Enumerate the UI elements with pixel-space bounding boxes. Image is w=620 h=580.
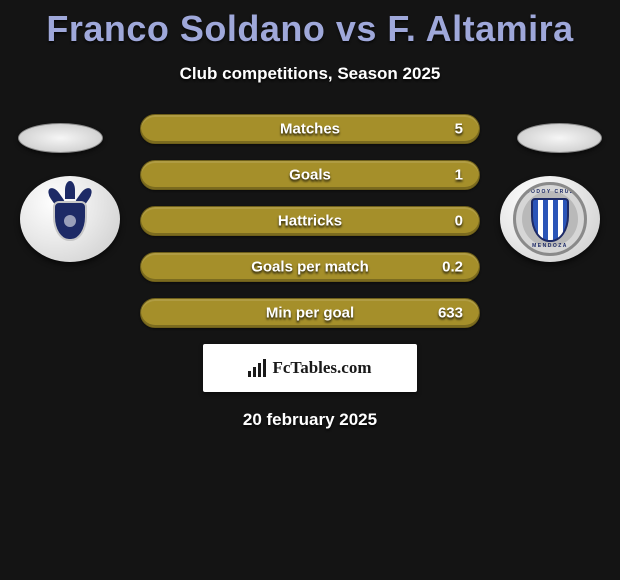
player-photo-slot-left xyxy=(18,123,103,153)
stats-list: Matches 5 Goals 1 Hattricks 0 Goals per … xyxy=(140,114,480,328)
stat-row-min-per-goal: Min per goal 633 xyxy=(140,298,480,328)
page-title: Franco Soldano vs F. Altamira xyxy=(0,0,620,50)
stat-label: Goals xyxy=(289,167,331,184)
stat-value: 0 xyxy=(455,213,463,230)
stat-value: 633 xyxy=(438,305,463,322)
comparison-card: Franco Soldano vs F. Altamira Club compe… xyxy=(0,0,620,580)
club-badge-left xyxy=(20,176,120,262)
season-subtitle: Club competitions, Season 2025 xyxy=(0,64,620,84)
stat-value: 1 xyxy=(455,167,463,184)
club-badge-right: GODOY CRUZ MENDOZA xyxy=(500,176,600,262)
godoy-cruz-crest-icon: GODOY CRUZ MENDOZA xyxy=(513,182,587,256)
brand-attribution[interactable]: FcTables.com xyxy=(203,344,417,392)
stat-label: Hattricks xyxy=(278,213,342,230)
stat-row-goals: Goals 1 xyxy=(140,160,480,190)
stat-row-hattricks: Hattricks 0 xyxy=(140,206,480,236)
player-photo-slot-right xyxy=(517,123,602,153)
brand-text: FcTables.com xyxy=(272,358,371,378)
bar-chart-icon xyxy=(248,359,266,377)
stat-label: Min per goal xyxy=(266,305,354,322)
stat-label: Matches xyxy=(280,121,340,138)
crest-arc-top: GODOY CRUZ xyxy=(516,189,584,195)
stat-row-matches: Matches 5 xyxy=(140,114,480,144)
stat-value: 0.2 xyxy=(442,259,463,276)
gimnasia-crest-icon xyxy=(40,189,100,249)
comparison-date: 20 february 2025 xyxy=(0,410,620,430)
stat-value: 5 xyxy=(455,121,463,138)
stat-row-goals-per-match: Goals per match 0.2 xyxy=(140,252,480,282)
stat-label: Goals per match xyxy=(251,259,369,276)
crest-arc-bottom: MENDOZA xyxy=(516,243,584,249)
